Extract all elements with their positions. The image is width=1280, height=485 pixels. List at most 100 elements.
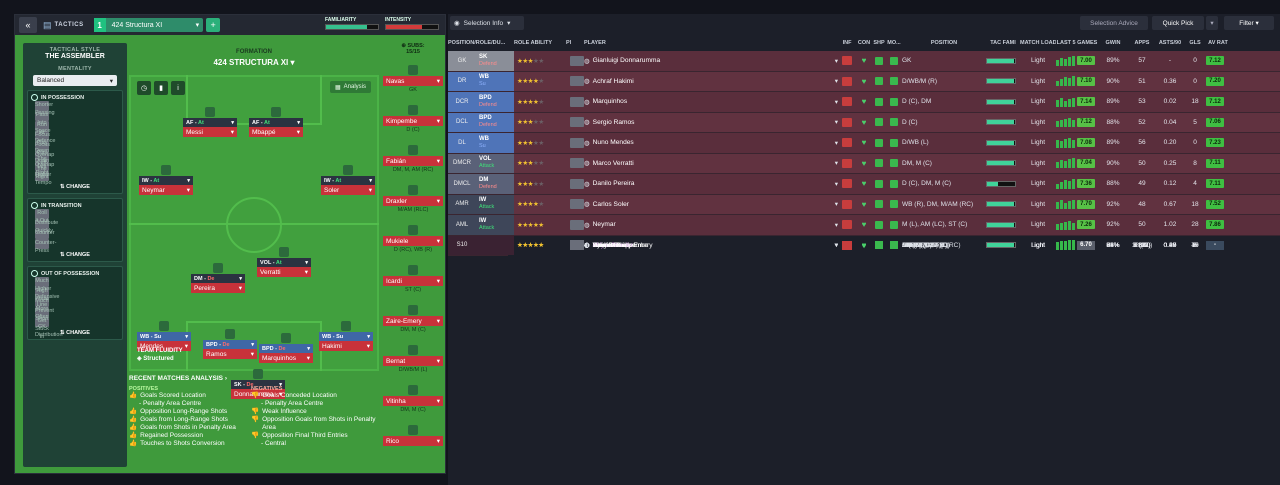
player-name[interactable]: Ramos ▾ [203,349,257,359]
player-name[interactable]: Carlos Soler [592,200,629,208]
role-cell[interactable]: VOL Attack [476,153,514,173]
role-duty[interactable]: BPD - De ▾ [203,340,257,349]
player-cell[interactable]: ◍ Nuno Mendes ▾ [584,139,838,147]
position-cell[interactable]: AML [448,215,476,235]
sub-name[interactable]: Navas ▾ [383,76,443,86]
player-name[interactable]: Pereira ▾ [191,283,245,293]
chevron-down-icon[interactable]: ▾ [834,119,838,127]
player-name[interactable]: Marquinhos [592,98,628,106]
sub-name[interactable]: Mukiele ▾ [383,236,443,246]
pitch-player-slot[interactable]: AF - At ▾ Messi ▾ [183,107,237,137]
player-cell[interactable]: ◍ Marco Verratti ▾ [584,159,838,168]
player-name[interactable]: Donnarumma ▾ [231,389,285,399]
player-name[interactable]: Vitinha [592,241,613,249]
chevron-down-icon[interactable]: ▾ [1206,16,1218,30]
table-row[interactable]: AMR IW Attack ★★★★★ ◍ Carlos Soler ▾ ♥ WB (R), D… [448,194,1280,215]
player-name[interactable]: Nuno Mendes [592,139,634,147]
column-header[interactable]: MATCH LOAD [1020,40,1056,46]
position-cell[interactable]: DR [448,71,476,91]
position-cell[interactable]: DL [448,133,476,153]
stats-icon[interactable]: ▮ [154,81,168,95]
player-cell[interactable]: ◍ Lionel Messi ▾ [584,241,838,250]
chevron-down-icon[interactable]: ▾ [834,180,838,188]
column-header[interactable]: AV RAT [1208,40,1228,46]
player-cell[interactable]: ◍ Keylor Navas ▾ [584,241,838,250]
table-row[interactable]: S10 ◍ Sergio Rico ▾ ♥ GK Light 6.70 - - - - - [448,235,1224,256]
position-cell[interactable]: DCL [448,112,476,132]
sub-player[interactable]: Bernat ▾ D/WB/M (L) [383,345,443,373]
player-cell[interactable]: ◍ Sergio Ramos ▾ [584,118,838,127]
column-header[interactable]: APPS [1134,40,1150,46]
pitch-player-slot[interactable]: BPD - De ▾ Marquinhos ▾ [259,333,313,363]
role-cell[interactable]: IW Attack [476,194,514,214]
player-cell[interactable]: ◍ Neymar ▾ [584,221,838,229]
position-cell[interactable]: DMCR [448,153,476,173]
pitch-player-slot[interactable]: WB - Su ▾ Mendes ▾ [137,321,191,351]
chevron-down-icon[interactable]: ▾ [195,22,200,29]
role-duty[interactable]: DM - De ▾ [191,274,245,283]
selection-advice-button[interactable]: Selection Advice [1080,16,1148,30]
sub-name[interactable]: Vitinha ▾ [383,396,443,406]
column-header[interactable]: POSITION [930,40,958,46]
player-name[interactable]: Mendes ▾ [137,341,191,351]
sub-name[interactable]: Bernat ▾ [383,356,443,366]
chevron-down-icon[interactable]: ▾ [834,242,838,250]
player-name[interactable]: Lionel Messi [592,241,630,249]
player-cell[interactable]: ◍ Mauro Icardi ▾ [584,241,838,250]
analysis-button[interactable]: ▦ Analysis [329,81,371,93]
table-row[interactable]: DCL BPD Defend ★★★★★ ◍ Sergio Ramos ▾ ♥ D (C) Lig… [448,112,1280,133]
chevron-down-icon[interactable]: ▾ [834,242,838,250]
role-duty[interactable]: IW - At ▾ [321,176,375,185]
chevron-down-icon[interactable]: ▾ [834,57,838,65]
player-instructions-icon[interactable] [570,158,584,169]
pi-cell[interactable] [566,76,584,87]
player-cell[interactable]: ◍ Danilo Pereira ▾ [584,180,838,188]
column-header[interactable]: INF [842,40,852,46]
player-name[interactable]: Marquinhos ▾ [259,353,313,363]
role-duty[interactable]: SK - De ▾ [231,380,285,389]
chevron-down-icon[interactable]: ▾ [834,160,838,168]
player-name[interactable]: Hakimi ▾ [319,341,373,351]
player-cell[interactable]: ◍ Kylian Mbappé ▾ [584,241,838,250]
sub-name[interactable]: Rico ▾ [383,436,443,446]
column-header[interactable]: MO... [887,40,901,46]
formation-name[interactable]: 424 STRUCTURA XI ▾ [213,58,295,67]
player-name[interactable]: Verratti ▾ [257,267,311,277]
pi-cell[interactable] [566,240,584,251]
role-cell[interactable]: IW Attack [476,215,514,235]
player-name[interactable]: Sergio Ramos [592,118,635,126]
position-cell[interactable]: DMCL [448,174,476,194]
role-duty[interactable]: WB - Su ▾ [137,332,191,341]
sub-player[interactable]: Draxler ▾ M/AM (RLC) [383,185,443,213]
player-name[interactable]: Achraf Hakimi [592,77,634,85]
column-header[interactable]: GWIN [1105,40,1121,46]
sub-player[interactable]: Fabián ▾ DM, M, AM (RC) [383,145,443,173]
column-header[interactable]: LAST 5 GAMES [1056,40,1098,46]
info-icon[interactable]: i [171,81,185,95]
column-header[interactable]: SHP [873,40,885,46]
sub-player[interactable]: Mukiele ▾ D (RC), WB (R) [383,225,443,253]
player-name[interactable]: Danilo Pereira [592,180,635,188]
mentality-select[interactable]: Balanced ▾ [33,75,117,86]
player-name[interactable]: Keylor Navas [592,241,632,249]
sub-name[interactable]: Draxler ▾ [383,196,443,206]
pi-cell[interactable] [566,137,584,148]
sub-player[interactable]: Rico ▾ [383,425,443,447]
table-row[interactable]: DL WB Su ★★★★★ ◍ Nuno Mendes ▾ ♥ D/WB (L) Light 7.… [448,133,1280,154]
player-cell[interactable]: ◍ Gianluigi Donnarumma ▾ [584,57,838,65]
column-header[interactable]: ROLE ABILITY [514,40,552,46]
chevron-down-icon[interactable]: ▾ [834,242,838,250]
chevron-down-icon[interactable]: ▾ [834,201,838,209]
position-cell[interactable]: AMR [448,194,476,214]
player-name[interactable]: Mbappé ▾ [249,127,303,137]
player-name[interactable]: Presnel Kimpembe [592,241,649,249]
pi-cell[interactable] [566,158,584,169]
role-cell[interactable]: WB Su [476,133,514,153]
position-cell[interactable]: GK [448,51,476,71]
table-row[interactable]: DMCR VOL Attack ★★★★★ ◍ Marco Verratti ▾ ♥ DM, M… [448,153,1280,174]
pitch-player-slot[interactable]: IW - At ▾ Neymar ▾ [139,165,193,195]
pitch-player-slot[interactable]: AF - At ▾ Mbappé ▾ [249,107,303,137]
player-name[interactable]: Neymar [592,221,616,229]
pi-cell[interactable] [566,219,584,230]
player-instructions-icon[interactable] [570,219,584,230]
